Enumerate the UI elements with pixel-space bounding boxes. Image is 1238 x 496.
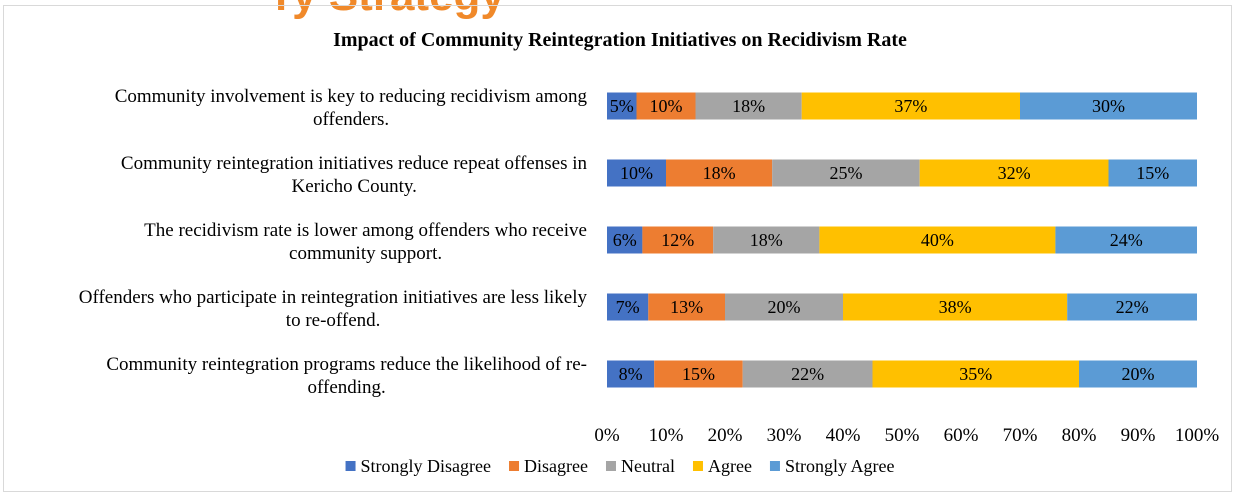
data-label: 13%	[670, 297, 703, 317]
data-label: 38%	[939, 297, 972, 317]
bar-segment	[819, 226, 1056, 254]
data-label: 20%	[1122, 364, 1155, 384]
category-label-line: Offenders who participate in reintegrati…	[79, 287, 588, 308]
x-tick-label: 80%	[1062, 425, 1097, 446]
bar-segment	[1108, 159, 1197, 187]
bars-group: 5% 10% 18% 37% 30% 10% 18% 25% 32% 15% 6% 12% 18% 40%…	[607, 92, 1197, 388]
data-label: 10%	[620, 163, 653, 183]
category-label-line: offending.	[308, 377, 386, 398]
data-label: 22%	[1116, 297, 1149, 317]
bar-segment	[1020, 92, 1197, 120]
legend-swatch	[509, 461, 520, 471]
data-label: 40%	[921, 230, 954, 250]
category-label-line: offenders.	[313, 109, 389, 130]
page-heading-fragment: ry Strategy	[275, 0, 505, 18]
bar-segment	[636, 92, 696, 120]
category-label-line: to re-offend.	[286, 310, 381, 331]
bar-segment	[1055, 226, 1197, 254]
data-label: 30%	[1092, 96, 1125, 116]
x-tick-label: 70%	[1003, 425, 1038, 446]
bar-segment	[801, 92, 1020, 120]
category-label: Community involvement is key to reducing…	[115, 86, 588, 130]
data-label: 7%	[616, 297, 640, 317]
category-label-line: The recidivism rate is lower among offen…	[144, 220, 587, 241]
legend-label: Agree	[708, 456, 752, 476]
x-tick-label: 90%	[1121, 425, 1156, 446]
data-label: 25%	[829, 163, 862, 183]
category-label-line: Kericho County.	[291, 176, 416, 197]
data-label: 32%	[998, 163, 1031, 183]
legend-label: Neutral	[621, 456, 675, 476]
x-tick-label: 30%	[767, 425, 802, 446]
x-axis-ticks: 0% 10% 20% 30% 40% 50% 60% 70% 80% 90% 100%	[594, 425, 1219, 446]
data-label: 15%	[1136, 163, 1169, 183]
legend: Strongly Disagree Disagree Neutral Agree Str…	[345, 456, 895, 476]
data-label: 37%	[894, 96, 927, 116]
x-tick-label: 60%	[944, 425, 979, 446]
data-label: 22%	[791, 364, 824, 384]
data-label: 15%	[682, 364, 715, 384]
data-label: 8%	[619, 364, 643, 384]
bar-segment	[654, 360, 743, 388]
bar-segment	[1067, 293, 1197, 321]
x-tick-label: 50%	[885, 425, 920, 446]
data-label: 12%	[661, 230, 694, 250]
data-label: 18%	[732, 96, 765, 116]
data-label: 24%	[1110, 230, 1143, 250]
legend-swatch	[345, 461, 356, 471]
x-tick-label: 40%	[826, 425, 861, 446]
data-label: 10%	[650, 96, 683, 116]
bar-segment	[725, 293, 843, 321]
category-label-line: Community reintegration initiatives redu…	[121, 153, 588, 174]
bar-segment	[713, 226, 820, 254]
bar-segment	[648, 293, 725, 321]
category-label: Community reintegration initiatives redu…	[121, 153, 588, 197]
category-label-line: Community reintegration programs reduce …	[106, 354, 587, 375]
data-label: 18%	[703, 163, 736, 183]
data-label: 35%	[959, 364, 992, 384]
bar-segment	[695, 92, 802, 120]
legend-swatch	[605, 461, 616, 471]
legend-label: Strongly Agree	[785, 456, 895, 476]
category-label: Offenders who participate in reintegrati…	[79, 287, 588, 331]
legend-label: Strongly Disagree	[361, 456, 491, 476]
legend-swatch	[769, 461, 780, 471]
data-label: 6%	[613, 230, 637, 250]
data-label: 5%	[610, 96, 634, 116]
bar-segment	[843, 293, 1068, 321]
bar-segment	[607, 360, 655, 388]
bar-segment	[772, 159, 920, 187]
data-label: 18%	[750, 230, 783, 250]
bar-segment	[1079, 360, 1197, 388]
data-label: 20%	[768, 297, 801, 317]
bar-segment	[607, 226, 643, 254]
bar-segment	[607, 92, 637, 120]
bar-segment	[872, 360, 1079, 388]
category-label: The recidivism rate is lower among offen…	[144, 220, 587, 264]
x-tick-label: 20%	[708, 425, 743, 446]
legend-swatch	[692, 461, 703, 471]
bar-segment	[919, 159, 1109, 187]
category-label-line: Community involvement is key to reducing…	[115, 86, 588, 107]
bar-segment	[642, 226, 714, 254]
x-tick-label: 100%	[1175, 425, 1220, 446]
bar-segment	[742, 360, 873, 388]
category-label-line: community support.	[289, 243, 442, 264]
category-label: Community reintegration programs reduce …	[106, 354, 587, 398]
chart-frame	[3, 5, 1232, 492]
bar-segment	[666, 159, 773, 187]
bar-segment	[607, 159, 666, 187]
category-labels: Community involvement is key to reducing…	[79, 86, 588, 398]
chart-title: Impact of Community Reintegration Initia…	[333, 29, 907, 51]
bar-segment	[607, 293, 649, 321]
legend-label: Disagree	[524, 456, 588, 476]
x-tick-label: 10%	[649, 425, 684, 446]
x-tick-label: 0%	[594, 425, 620, 446]
